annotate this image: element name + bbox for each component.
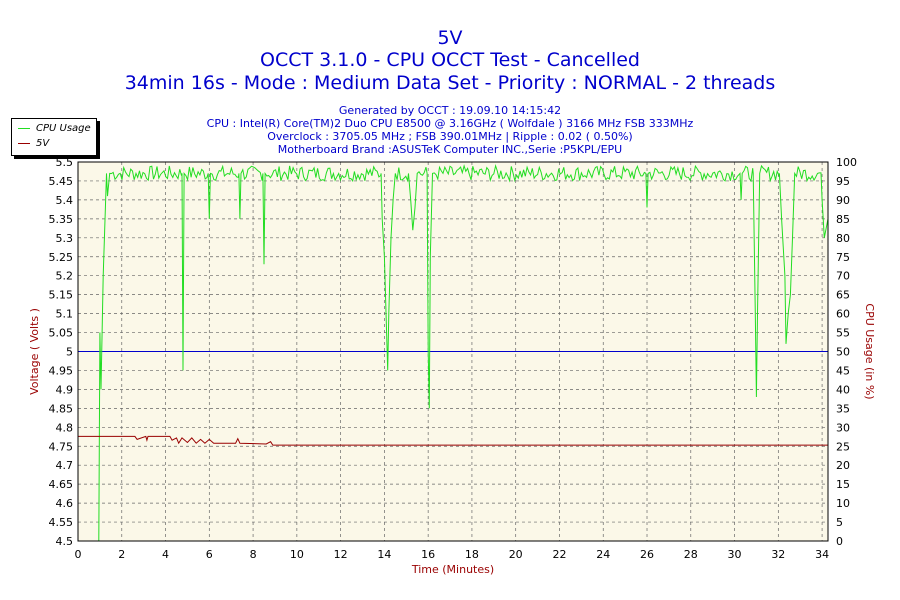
chart-title: 5V: [437, 27, 463, 49]
y-tick-label: 5.15: [49, 289, 74, 302]
y2-tick-label: 30: [836, 421, 850, 434]
x-tick-label: 30: [728, 548, 742, 561]
legend-label-5v: 5V: [36, 138, 50, 149]
x-tick-label: 10: [290, 548, 304, 561]
y-tick-label: 5: [66, 346, 73, 359]
legend: CPU Usage 5V: [11, 118, 97, 156]
grid: [77, 161, 828, 542]
y-tick-label: 4.6: [56, 497, 74, 510]
y-tick-label: 5.45: [49, 175, 74, 188]
y-tick-label: 4.55: [49, 516, 74, 529]
y2-tick-label: 0: [836, 535, 843, 548]
y-tick-label: 4.5: [56, 535, 74, 548]
y2-tick-label: 70: [836, 270, 850, 283]
x-tick-label: 0: [75, 548, 82, 561]
y2-tick-label: 95: [836, 175, 850, 188]
y2-tick-label: 35: [836, 402, 850, 415]
y2-tick-label: 50: [836, 346, 850, 359]
series-line-5v: [78, 435, 828, 446]
y2-tick-label: 55: [836, 327, 850, 340]
x-tick-label: 4: [162, 548, 169, 561]
y2-tick-label: 5: [836, 516, 843, 529]
x-tick-label: 24: [596, 548, 610, 561]
y-tick-label: 4.7: [56, 459, 74, 472]
y2-tick-label: 65: [836, 289, 850, 302]
legend-item-cpu-usage: CPU Usage: [18, 123, 91, 135]
info-overclock: Overclock : 3705.05 MHz ; FSB 390.01MHz …: [267, 130, 633, 143]
info-cpu: CPU : Intel(R) Core(TM)2 Duo CPU E8500 @…: [206, 117, 694, 130]
plot-frame: [77, 161, 829, 542]
y-tick-label: 5.3: [56, 232, 74, 245]
y-tick-label: 5.35: [49, 213, 74, 226]
x-tick-label: 16: [421, 548, 435, 561]
info-motherboard: Motherboard Brand :ASUSTeK Computer INC.…: [277, 143, 623, 156]
y-tick-label: 5.25: [49, 251, 74, 264]
x-tick-label: 20: [509, 548, 523, 561]
legend-swatch-5v: [18, 142, 30, 144]
info-generated: Generated by OCCT : 19.09.10 14:15:42: [338, 104, 562, 117]
x-tick-label: 18: [465, 548, 479, 561]
y2-tick-label: 20: [836, 459, 850, 472]
y2-tick-label: 10: [836, 497, 850, 510]
x-tick-label: 22: [552, 548, 566, 561]
y2-tick-label: 80: [836, 232, 850, 245]
legend-label-cpu-usage: CPU Usage: [36, 123, 91, 134]
x-tick-label: 32: [771, 548, 785, 561]
y-tick-label: 4.65: [49, 478, 74, 491]
y-tick-label: 5.5: [56, 156, 74, 169]
series-line-cpu-usage: [98, 164, 829, 542]
series-group: [78, 164, 829, 542]
x-axis-label: Time (Minutes): [411, 563, 494, 576]
chart-subtitle: OCCT 3.1.0 - CPU OCCT Test - Cancelled: [260, 49, 640, 71]
y2-axis-label: CPU Usage (in %): [863, 303, 876, 399]
x-tick-label: 14: [377, 548, 391, 561]
x-tick-label: 8: [250, 548, 257, 561]
y2-tick-label: 25: [836, 440, 850, 453]
x-tick-label: 12: [334, 548, 348, 561]
y2-tick-label: 60: [836, 308, 850, 321]
y-tick-label: 4.8: [56, 421, 74, 434]
y2-tick-label: 100: [836, 156, 857, 169]
y-tick-label: 4.75: [49, 440, 74, 453]
y2-tick-label: 15: [836, 478, 850, 491]
y-tick-label: 5.4: [56, 194, 74, 207]
legend-item-5v: 5V: [18, 138, 49, 150]
y2-tick-label: 90: [836, 194, 850, 207]
y-tick-label: 4.85: [49, 402, 74, 415]
axis-ticks: 4.5 04.55 54.6 104.65 154.7 204.75 254.8 304.85…: [49, 156, 858, 561]
x-tick-label: 6: [206, 548, 213, 561]
chart-subtitle-details: 34min 16s - Mode : Medium Data Set - Pri…: [124, 72, 776, 94]
x-tick-label: 34: [815, 548, 829, 561]
y-tick-label: 5.05: [49, 327, 74, 340]
legend-swatch-cpu-usage: [18, 127, 30, 129]
y2-tick-label: 40: [836, 383, 850, 396]
x-tick-label: 28: [684, 548, 698, 561]
y-tick-label: 5.2: [56, 270, 74, 283]
x-tick-label: 26: [640, 548, 654, 561]
y-axis-label: Voltage ( Volts ): [28, 308, 41, 395]
y-tick-label: 4.9: [56, 383, 74, 396]
x-tick-label: 2: [118, 548, 125, 561]
y-tick-label: 4.95: [49, 364, 74, 377]
y2-tick-label: 45: [836, 364, 850, 377]
y2-tick-label: 75: [836, 251, 850, 264]
y-tick-label: 5.1: [56, 308, 74, 321]
y2-tick-label: 85: [836, 213, 850, 226]
